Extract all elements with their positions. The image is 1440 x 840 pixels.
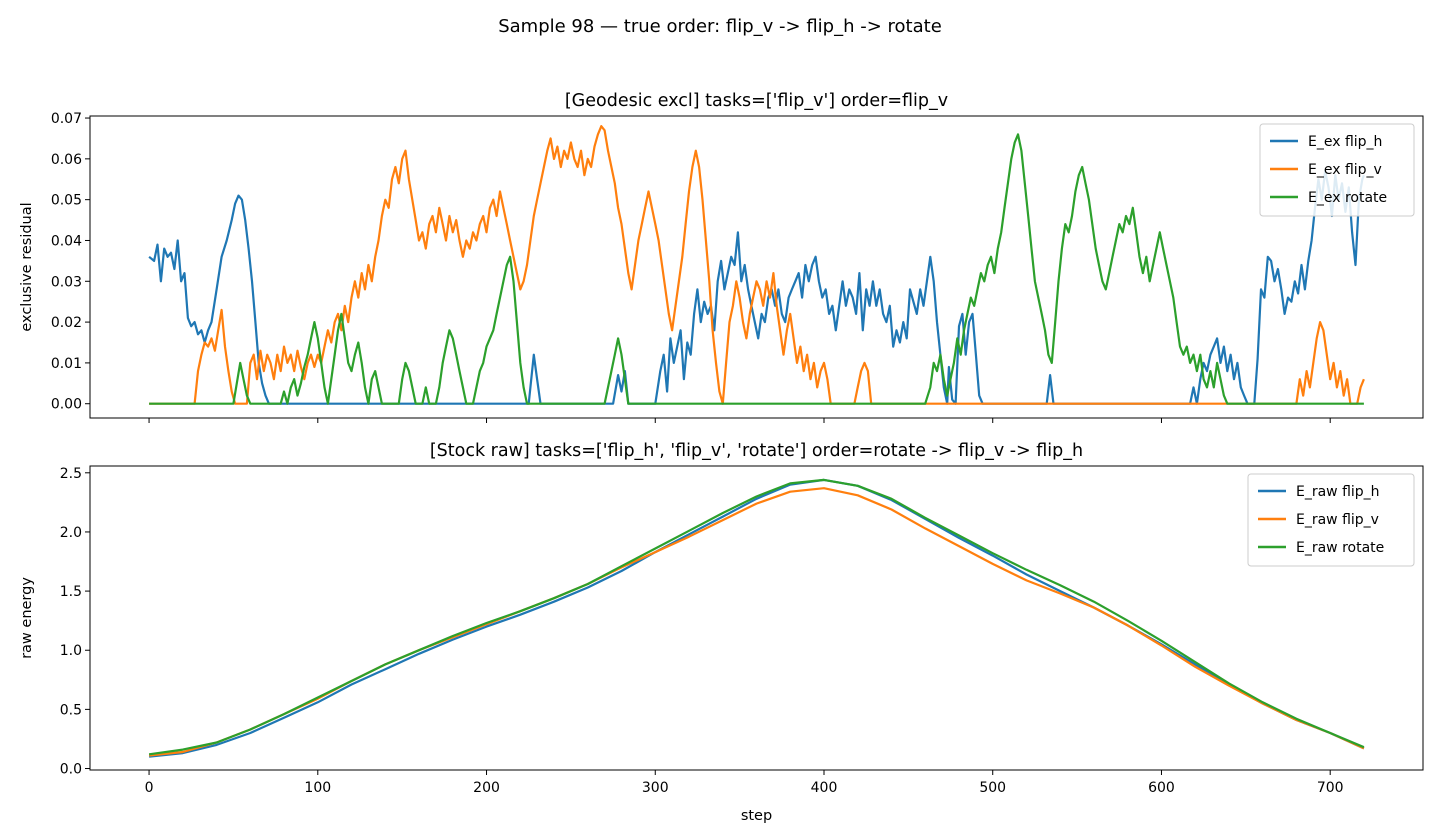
- chart-2-series-3-line: [148, 478, 1365, 756]
- chart-2: [Stock raw] tasks=['flip_h', 'flip_v', '…: [19, 441, 1424, 824]
- chart-2-ytick-label: 1.0: [60, 643, 82, 659]
- chart-2-xtick-label: 0: [145, 780, 154, 796]
- chart-1-ytick-label: 0.01: [51, 356, 82, 372]
- chart-1-ytick-label: 0.03: [51, 274, 82, 290]
- chart-1-ytick-label: 0.07: [51, 111, 82, 127]
- chart-1-lines: [148, 125, 1365, 405]
- chart-1-title: [Geodesic excl] tasks=['flip_v'] order=f…: [565, 91, 948, 111]
- chart-1-series-1-line: [148, 170, 1365, 405]
- chart-1-legend-label-1: E_ex flip_h: [1308, 134, 1382, 150]
- chart-2-ylabel: raw energy: [19, 577, 35, 659]
- chart-1-series-3-line: [149, 133, 1364, 405]
- chart-2-ytick-label: 2.5: [60, 466, 82, 482]
- chart-2-xtick-label: 600: [1148, 780, 1175, 796]
- chart-1-frame: [89, 115, 1424, 419]
- chart-1-ytick-label: 0.02: [51, 315, 82, 331]
- chart-2-legend-label-3: E_raw rotate: [1296, 540, 1384, 556]
- chart-1-legend-label-3: E_ex rotate: [1308, 190, 1387, 206]
- chart-2-legend-box: [1247, 473, 1415, 567]
- chart-2-xtick-label: 100: [304, 780, 331, 796]
- chart-2-ytick-label: 1.5: [60, 584, 82, 600]
- chart-1-legend-box: [1259, 123, 1415, 217]
- chart-1: [Geodesic excl] tasks=['flip_v'] order=f…: [19, 91, 1424, 423]
- chart-1-ytick-label: 0.05: [51, 193, 82, 209]
- chart-2-ytick-label: 0.5: [60, 702, 82, 718]
- chart-2-legend-label-2: E_raw flip_v: [1296, 512, 1379, 528]
- chart-2-xtick-label: 300: [642, 780, 669, 796]
- chart-1-ytick-label: 0.06: [51, 152, 82, 168]
- chart-2-xtick-label: 500: [979, 780, 1006, 796]
- chart-2-lines: [148, 478, 1365, 758]
- chart-2-xtick-label: 400: [811, 780, 838, 796]
- chart-1-ytick-label: 0.04: [51, 233, 82, 249]
- chart-2-ytick-label: 2.0: [60, 525, 82, 541]
- chart-1-ytick-label: 0.00: [51, 397, 82, 413]
- chart-2-xlabel: step: [741, 808, 772, 824]
- chart-2-xtick-label: 700: [1317, 780, 1344, 796]
- chart-2-xtick-label: 200: [473, 780, 500, 796]
- chart-2-ytick-label: 0.0: [60, 762, 82, 778]
- chart-2-legend: E_raw flip_h E_raw flip_v E_raw rotate: [1247, 473, 1415, 567]
- chart-2-title: [Stock raw] tasks=['flip_h', 'flip_v', '…: [430, 441, 1083, 461]
- chart-1-legend-label-2: E_ex flip_v: [1308, 162, 1382, 178]
- figure-suptitle: Sample 98 — true order: flip_v -> flip_h…: [498, 16, 942, 37]
- chart-2-legend-label-1: E_raw flip_h: [1296, 484, 1380, 500]
- chart-1-ylabel: exclusive residual: [19, 202, 35, 331]
- chart-2-frame: [89, 465, 1424, 771]
- chart-1-legend: E_ex flip_h E_ex flip_v E_ex rotate: [1259, 123, 1415, 217]
